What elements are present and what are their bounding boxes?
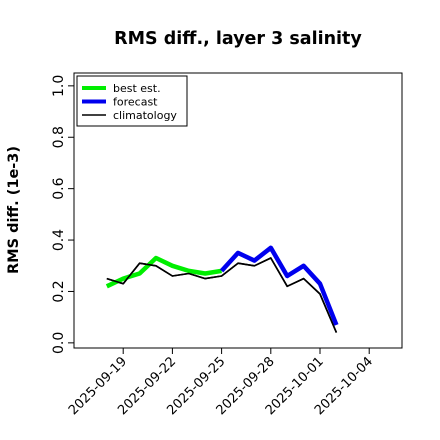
plot-area [73, 72, 403, 349]
y-tick-label: 1.0 [51, 75, 67, 97]
y-tick-label: 0.6 [51, 177, 67, 199]
y-tick-label: 0.4 [51, 229, 67, 251]
series-line-best-est [105, 255, 222, 289]
series-layer [105, 245, 339, 333]
y-tick-label: 0.8 [51, 126, 67, 148]
legend-entry: climatology [113, 109, 177, 122]
y-axis: 0.0 0.2 0.4 0.6 0.8 1.0 [51, 75, 74, 354]
series-line-forecast [219, 245, 339, 326]
chart-title: RMS diff., layer 3 salinity [114, 29, 362, 49]
y-tick-label: 0.2 [51, 280, 67, 302]
x-axis: 2025-09-192025-09-222025-09-252025-09-28… [66, 348, 376, 418]
y-axis-label: RMS diff. (1e-3) [6, 146, 22, 274]
legend-entry: best est. [113, 82, 161, 95]
y-tick-label: 0.0 [51, 332, 67, 354]
series-line-climatology-overlay [106, 257, 338, 333]
legend-entry: forecast [113, 96, 158, 109]
